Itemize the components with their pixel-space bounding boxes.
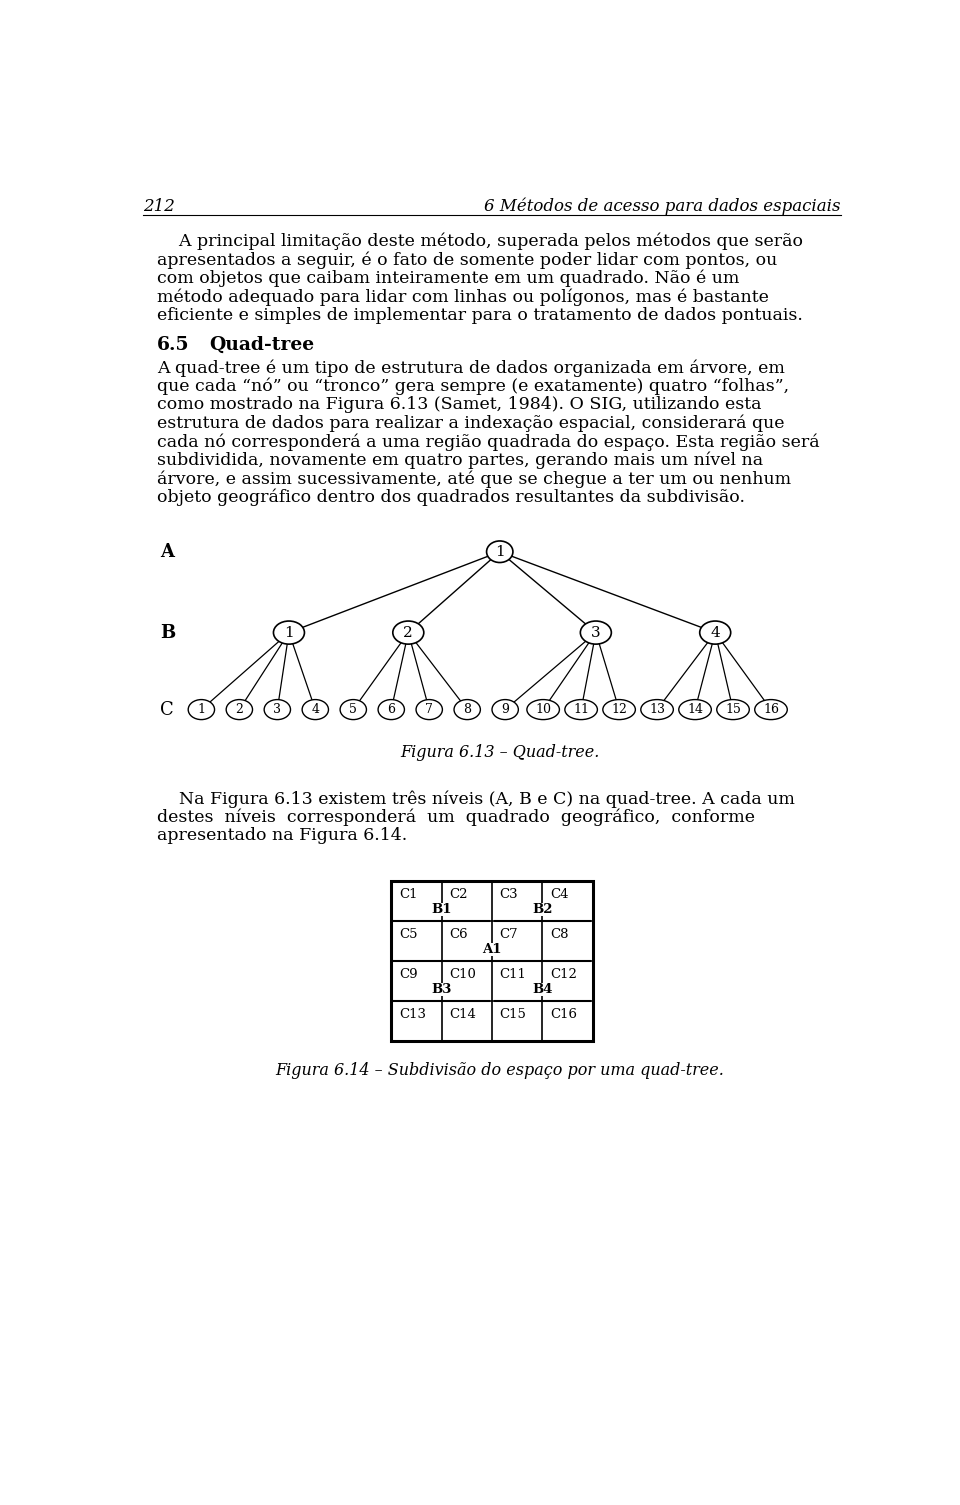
- Text: C14: C14: [449, 1008, 476, 1022]
- Text: 15: 15: [725, 703, 741, 716]
- Text: 9: 9: [501, 703, 509, 716]
- Text: 6 Métodos de acesso para dados espaciais: 6 Métodos de acesso para dados espaciais: [484, 197, 841, 215]
- Text: 1: 1: [284, 626, 294, 640]
- Text: 7: 7: [425, 703, 433, 716]
- Text: com objetos que caibam inteiramente em um quadrado. Não é um: com objetos que caibam inteiramente em u…: [157, 269, 739, 287]
- Text: objeto geográfico dentro dos quadrados resultantes da subdivisão.: objeto geográfico dentro dos quadrados r…: [157, 489, 745, 506]
- Text: 3: 3: [591, 626, 601, 640]
- Text: 16: 16: [763, 703, 779, 716]
- Text: C12: C12: [550, 968, 577, 981]
- Ellipse shape: [340, 700, 367, 719]
- Text: C2: C2: [449, 888, 468, 901]
- Ellipse shape: [487, 540, 513, 563]
- Text: árvore, e assim sucessivamente, até que se chegue a ter um ou nenhum: árvore, e assim sucessivamente, até que …: [157, 470, 791, 488]
- Ellipse shape: [603, 700, 636, 719]
- Text: 10: 10: [535, 703, 551, 716]
- Text: 8: 8: [463, 703, 471, 716]
- Text: Figura 6.14 – Subdivisão do espaço por uma quad-tree.: Figura 6.14 – Subdivisão do espaço por u…: [276, 1063, 724, 1079]
- Text: 6.5: 6.5: [157, 336, 190, 354]
- Text: Quad-tree: Quad-tree: [209, 336, 314, 354]
- Ellipse shape: [492, 700, 518, 719]
- Ellipse shape: [227, 700, 252, 719]
- Text: B2: B2: [532, 903, 553, 917]
- Text: destes  níveis  corresponderá  um  quadrado  geográfico,  conforme: destes níveis corresponderá um quadrado …: [157, 808, 756, 826]
- Text: C6: C6: [449, 929, 468, 941]
- Ellipse shape: [700, 622, 731, 644]
- Text: que cada “nó” ou “tronco” gera sempre (e exatamente) quatro “folhas”,: que cada “nó” ou “tronco” gera sempre (e…: [157, 378, 789, 396]
- Text: C5: C5: [399, 929, 418, 941]
- Text: 11: 11: [573, 703, 589, 716]
- Ellipse shape: [454, 700, 480, 719]
- Text: 6: 6: [387, 703, 396, 716]
- Ellipse shape: [755, 700, 787, 719]
- Text: 1: 1: [494, 545, 505, 558]
- Text: subdividida, novamente em quatro partes, gerando mais um nível na: subdividida, novamente em quatro partes,…: [157, 452, 763, 470]
- Text: C15: C15: [500, 1008, 527, 1022]
- Text: A principal limitação deste método, superada pelos métodos que serão: A principal limitação deste método, supe…: [157, 233, 804, 250]
- Ellipse shape: [302, 700, 328, 719]
- Text: 12: 12: [612, 703, 627, 716]
- Text: Na Figura 6.13 existem três níveis (A, B e C) na quad-tree. A cada um: Na Figura 6.13 existem três níveis (A, B…: [157, 790, 795, 808]
- Text: C16: C16: [550, 1008, 577, 1022]
- Text: B1: B1: [431, 903, 452, 917]
- Ellipse shape: [274, 622, 304, 644]
- Text: C8: C8: [550, 929, 568, 941]
- Text: Figura 6.13 – Quad-tree.: Figura 6.13 – Quad-tree.: [400, 745, 599, 762]
- Ellipse shape: [188, 700, 214, 719]
- Text: C4: C4: [550, 888, 568, 901]
- Text: como mostrado na Figura 6.13 (Samet, 1984). O SIG, utilizando esta: como mostrado na Figura 6.13 (Samet, 198…: [157, 396, 761, 414]
- Text: 4: 4: [710, 626, 720, 640]
- Text: C: C: [160, 701, 174, 718]
- Text: eficiente e simples de implementar para o tratamento de dados pontuais.: eficiente e simples de implementar para …: [157, 307, 804, 324]
- Ellipse shape: [564, 700, 597, 719]
- Text: C10: C10: [449, 968, 476, 981]
- Ellipse shape: [378, 700, 404, 719]
- Text: 2: 2: [403, 626, 413, 640]
- Text: C13: C13: [399, 1008, 426, 1022]
- Text: apresentados a seguir, é o fato de somente poder lidar com pontos, ou: apresentados a seguir, é o fato de somen…: [157, 251, 778, 269]
- Text: C1: C1: [399, 888, 418, 901]
- Text: 4: 4: [311, 703, 320, 716]
- Ellipse shape: [717, 700, 750, 719]
- Bar: [392, 880, 592, 1040]
- Ellipse shape: [416, 700, 443, 719]
- Text: 2: 2: [235, 703, 243, 716]
- Text: apresentado na Figura 6.14.: apresentado na Figura 6.14.: [157, 828, 407, 844]
- Text: B: B: [160, 623, 176, 641]
- Text: 3: 3: [274, 703, 281, 716]
- Text: 212: 212: [143, 197, 175, 215]
- Text: método adequado para lidar com linhas ou polígonos, mas é bastante: método adequado para lidar com linhas ou…: [157, 289, 769, 306]
- Text: C9: C9: [399, 968, 418, 981]
- Ellipse shape: [679, 700, 711, 719]
- Text: A1: A1: [482, 944, 502, 956]
- Ellipse shape: [264, 700, 291, 719]
- Text: C3: C3: [500, 888, 518, 901]
- Text: C11: C11: [500, 968, 527, 981]
- Text: 5: 5: [349, 703, 357, 716]
- Text: C7: C7: [500, 929, 518, 941]
- Text: B3: B3: [431, 983, 452, 996]
- Text: 1: 1: [198, 703, 205, 716]
- Ellipse shape: [581, 622, 612, 644]
- Text: estrutura de dados para realizar a indexação espacial, considerará que: estrutura de dados para realizar a index…: [157, 415, 784, 432]
- Text: B4: B4: [532, 983, 553, 996]
- Text: A: A: [160, 543, 175, 561]
- Ellipse shape: [641, 700, 673, 719]
- Text: cada nó corresponderá a uma região quadrada do espaço. Esta região será: cada nó corresponderá a uma região quadr…: [157, 433, 820, 450]
- Ellipse shape: [393, 622, 423, 644]
- Text: A quad-tree é um tipo de estrutura de dados organizada em árvore, em: A quad-tree é um tipo de estrutura de da…: [157, 360, 785, 376]
- Ellipse shape: [527, 700, 560, 719]
- Text: 13: 13: [649, 703, 665, 716]
- Text: 14: 14: [687, 703, 703, 716]
